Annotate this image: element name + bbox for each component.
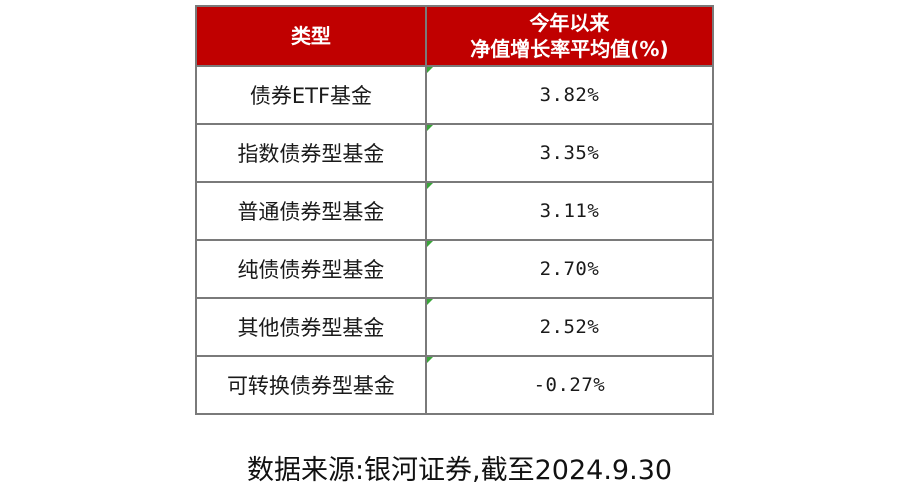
source-note: 数据来源:银河证券,截至2024.9.30 <box>246 455 673 486</box>
return-value-cell: 3.82% <box>424 65 715 125</box>
fund-type-cell: 债券ETF基金 <box>195 65 427 125</box>
header-value-line1: 今年以来 <box>529 11 610 35</box>
table-row: 其他债券型基金 2.52% <box>195 297 715 357</box>
return-value-cell: -0.27% <box>424 355 715 415</box>
table-body: 债券ETF基金 3.82% 指数债券型基金 3.35% 普通债券型基金 3.11… <box>195 65 715 415</box>
return-value: 3.82% <box>539 84 600 106</box>
table-row: 债券ETF基金 3.82% <box>195 65 715 125</box>
fund-type-cell: 指数债券型基金 <box>195 123 427 183</box>
fund-type-cell: 其他债券型基金 <box>195 297 427 357</box>
header-row: 类型 今年以来 净值增长率平均值(%) <box>195 5 715 67</box>
header-value: 今年以来 净值增长率平均值(%) <box>424 5 715 67</box>
table-row: 指数债券型基金 3.35% <box>195 123 715 183</box>
return-value: 3.11% <box>539 200 600 222</box>
cell-marker <box>426 183 433 189</box>
table-row: 可转换债券型基金 -0.27% <box>195 355 715 415</box>
cell-marker <box>426 241 433 247</box>
cell-marker <box>426 67 433 73</box>
table-header: 类型 今年以来 净值增长率平均值(%) <box>195 5 715 67</box>
table-row: 普通债券型基金 3.11% <box>195 181 715 241</box>
fund-type-cell: 纯债债券型基金 <box>195 239 427 299</box>
fund-type-cell: 普通债券型基金 <box>195 181 427 241</box>
return-value-cell: 2.52% <box>424 297 715 357</box>
cell-marker <box>426 125 433 131</box>
return-value: 2.70% <box>539 258 600 280</box>
cell-marker <box>426 299 433 305</box>
return-value: -0.27% <box>533 374 606 396</box>
fund-return-table: 类型 今年以来 净值增长率平均值(%) 债券ETF基金 3.82% 指数债券型基… <box>195 5 715 415</box>
return-value-cell: 3.11% <box>424 181 715 241</box>
table-row: 纯债债券型基金 2.70% <box>195 239 715 299</box>
return-value: 3.35% <box>539 142 600 164</box>
header-type: 类型 <box>195 5 427 67</box>
return-value-cell: 2.70% <box>424 239 715 299</box>
header-value-line2: 净值增长率平均值(%) <box>470 37 669 61</box>
return-value: 2.52% <box>539 316 600 338</box>
cell-marker <box>426 357 433 363</box>
fund-type-cell: 可转换债券型基金 <box>195 355 427 415</box>
return-value-cell: 3.35% <box>424 123 715 183</box>
